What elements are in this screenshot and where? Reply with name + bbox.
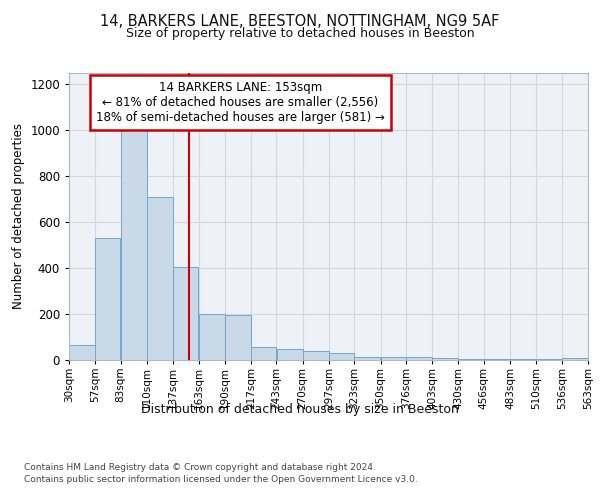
Bar: [433, 358, 458, 360]
Bar: [147, 196, 173, 360]
Text: 14, BARKERS LANE, BEESTON, NOTTINGHAM, NG9 5AF: 14, BARKERS LANE, BEESTON, NOTTINGHAM, N…: [100, 14, 500, 29]
Text: Size of property relative to detached houses in Beeston: Size of property relative to detached ho…: [125, 28, 475, 40]
Bar: [225, 315, 251, 360]
Text: Contains public sector information licensed under the Open Government Licence v3: Contains public sector information licen…: [24, 475, 418, 484]
Bar: [251, 348, 276, 360]
Bar: [121, 130, 147, 360]
Bar: [69, 345, 95, 360]
Bar: [173, 267, 199, 360]
Text: Distribution of detached houses by size in Beeston: Distribution of detached houses by size …: [141, 402, 459, 415]
Bar: [536, 359, 562, 360]
Bar: [510, 359, 536, 360]
Bar: [199, 314, 224, 360]
Text: 14 BARKERS LANE: 153sqm
← 81% of detached houses are smaller (2,556)
18% of semi: 14 BARKERS LANE: 153sqm ← 81% of detache…: [96, 81, 385, 124]
Bar: [406, 356, 432, 360]
Y-axis label: Number of detached properties: Number of detached properties: [11, 123, 25, 309]
Bar: [381, 356, 406, 360]
Bar: [458, 359, 484, 360]
Bar: [355, 356, 380, 360]
Text: Contains HM Land Registry data © Crown copyright and database right 2024.: Contains HM Land Registry data © Crown c…: [24, 462, 376, 471]
Bar: [329, 353, 354, 360]
Bar: [95, 238, 121, 360]
Bar: [484, 359, 510, 360]
Bar: [562, 358, 588, 360]
Bar: [277, 348, 302, 360]
Bar: [303, 351, 329, 360]
